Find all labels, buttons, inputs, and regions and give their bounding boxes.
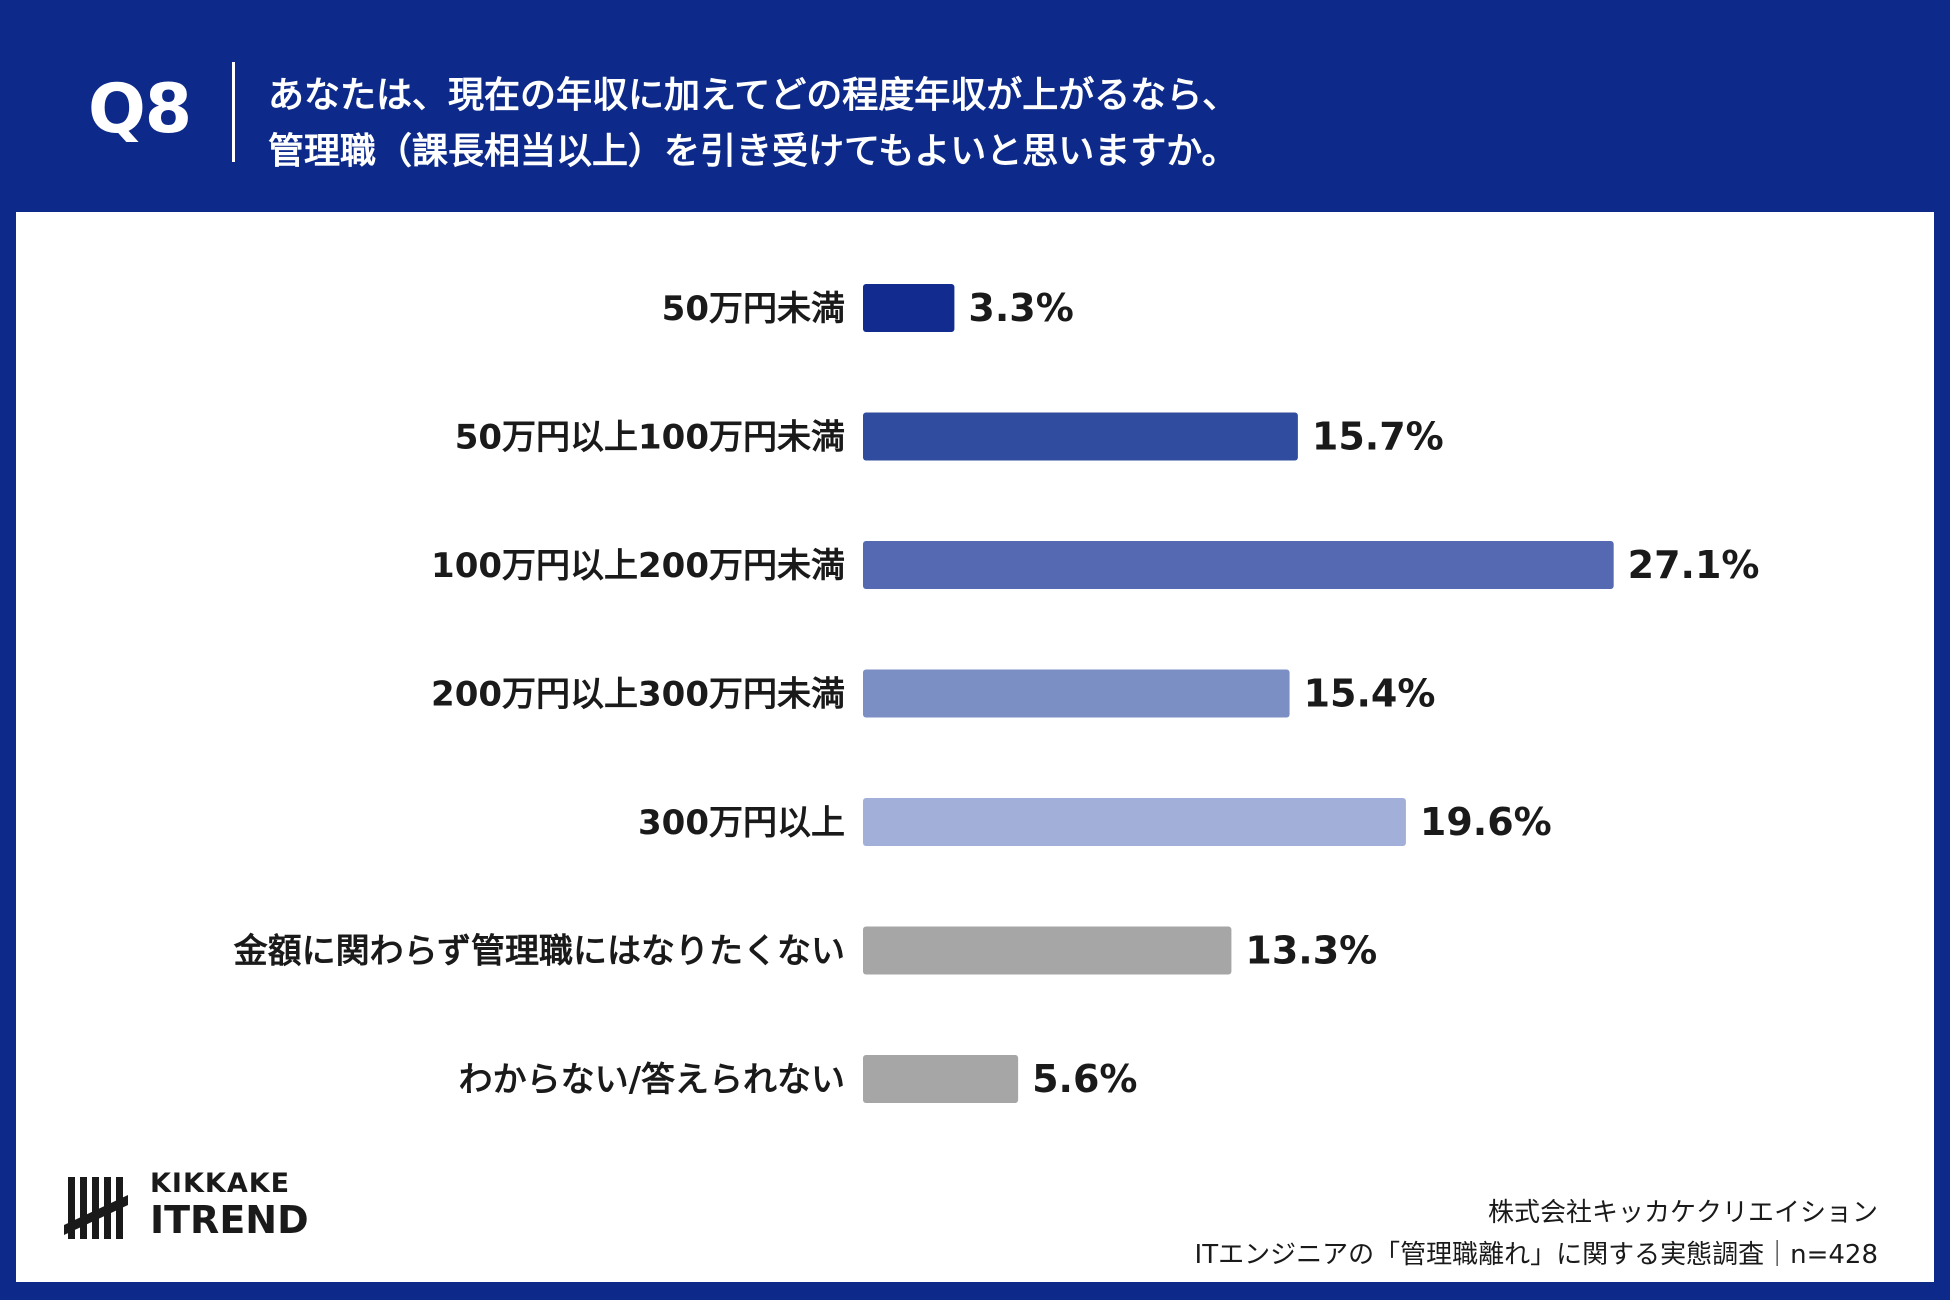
kikkake-itrend-logo: KIKKAKE ITREND: [64, 1167, 309, 1247]
question-number: Q8: [88, 70, 192, 149]
category-label: 100万円以上200万円未満: [431, 546, 845, 586]
credit: 株式会社キッカケクリエイション ITエンジニアの「管理職離れ」に関する実態調査｜…: [1195, 1192, 1878, 1276]
category-label: 50万円未満: [662, 289, 845, 329]
question-line-1: あなたは、現在の年収に加えてどの程度年収が上がるなら、: [268, 75, 1239, 116]
logo-line-1: KIKKAKE: [150, 1168, 291, 1199]
bar: [863, 412, 1298, 461]
header-divider: [232, 62, 235, 162]
logo-mark-icon: [64, 1177, 128, 1239]
bar: [863, 798, 1406, 846]
value-label: 19.6%: [1420, 800, 1552, 844]
chart-panel: 50万円未満 3.3% 50万円以上100万円未満 15.7% 100万円以上200万円…: [16, 212, 1934, 1282]
value-label: 15.4%: [1304, 672, 1436, 716]
credit-company: 株式会社キッカケクリエイション: [1487, 1198, 1878, 1228]
value-label: 27.1%: [1628, 543, 1760, 587]
bar: [863, 1055, 1019, 1103]
bar: [863, 284, 955, 332]
header: Q8 あなたは、現在の年収に加えてどの程度年収が上がるなら、 管理職（課長相当以…: [0, 0, 1950, 210]
logo-line-2: ITREND: [150, 1198, 309, 1242]
bar: [863, 669, 1290, 718]
credit-survey: ITエンジニアの「管理職離れ」に関する実態調査｜n=428: [1194, 1240, 1878, 1270]
category-label: 50万円以上100万円未満: [455, 418, 845, 458]
question-line-2: 管理職（課長相当以上）を引き受けてもよいと思いますか。: [268, 131, 1238, 172]
value-label: 3.3%: [968, 286, 1073, 330]
bar-chart: 50万円未満 3.3% 50万円以上100万円未満 15.7% 100万円以上200万円…: [233, 284, 1760, 1103]
question-text: あなたは、現在の年収に加えてどの程度年収が上がるなら、 管理職（課長相当以上）を…: [268, 68, 1238, 180]
bar: [863, 541, 1614, 589]
logo-wordmark: KIKKAKE ITREND: [150, 1167, 309, 1239]
category-label: 300万円以上: [638, 803, 845, 843]
category-label: 200万円以上300万円未満: [431, 675, 845, 715]
value-label: 13.3%: [1245, 929, 1377, 973]
category-label: 金額に関わらず管理職にはなりたくない: [233, 932, 845, 972]
value-label: 5.6%: [1032, 1057, 1137, 1101]
value-label: 15.7%: [1312, 415, 1444, 459]
bar: [863, 926, 1232, 975]
category-label: わからない/答えられない: [459, 1060, 845, 1100]
